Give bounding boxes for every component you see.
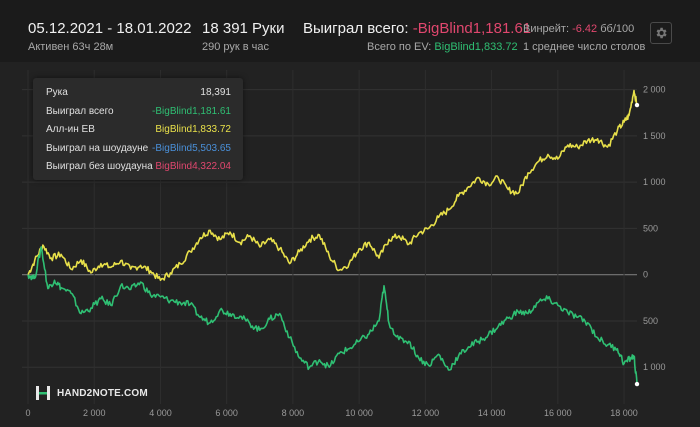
logo: HAND2NOTE.COM bbox=[34, 384, 148, 402]
x-tick-label: 10 000 bbox=[345, 408, 373, 418]
gear-icon bbox=[656, 27, 667, 39]
winrate-block: Винрейт: -6.42 бб/100 1 среднее число ст… bbox=[523, 20, 645, 53]
active-time: Активен 63ч 28м bbox=[28, 41, 114, 53]
series-line bbox=[27, 89, 638, 282]
tooltip-value: -BigBlind1,181.61 bbox=[152, 105, 231, 117]
winrate-value: -6.42 bbox=[572, 23, 598, 35]
x-tick-label: 12 000 bbox=[412, 408, 440, 418]
y-tick-label: 1 000 bbox=[643, 177, 666, 187]
y-tick-label: 2 000 bbox=[643, 85, 666, 95]
hand2note-logo-icon bbox=[36, 386, 50, 400]
winrate-label: Винрейт: bbox=[523, 23, 570, 35]
series-line bbox=[27, 246, 638, 385]
winrate: Винрейт: -6.42 бб/100 bbox=[523, 23, 645, 35]
hands-block: 18 391 Руки 290 рук в час bbox=[202, 20, 285, 53]
y-tick-label: 0 bbox=[643, 270, 648, 280]
chart-tooltip: Рука 18,391 Выиграл всего -BigBlind1,181.61… bbox=[33, 78, 243, 180]
won-block: Выиграл всего: -BigBlind1,181.61 Всего п… bbox=[303, 20, 531, 53]
y-tick-label: 500 bbox=[643, 223, 658, 233]
tooltip-row: Выиграл без шоудауна BigBlind4,322.04 bbox=[46, 161, 231, 175]
hands-count: 18 391 Руки bbox=[202, 20, 285, 37]
tooltip-row: Выиграл всего -BigBlind1,181.61 bbox=[46, 106, 231, 120]
tooltip-row: Рука 18,391 bbox=[46, 87, 231, 101]
y-tick-label: 500 bbox=[643, 316, 658, 326]
x-tick-label: 6 000 bbox=[215, 408, 238, 418]
winrate-unit: бб/100 bbox=[600, 23, 635, 35]
tooltip-label: Выиграл без шоудауна bbox=[46, 161, 153, 172]
date-block: 05.12.2021 - 18.01.2022 Активен 63ч 28м bbox=[28, 20, 191, 53]
x-tick-label: 18 000 bbox=[610, 408, 638, 418]
tooltip-label: Выиграл на шоудауне bbox=[46, 142, 149, 154]
x-tick-label: 8 000 bbox=[282, 408, 305, 418]
header: 05.12.2021 - 18.01.2022 Активен 63ч 28м … bbox=[0, 0, 700, 62]
x-tick-label: 4 000 bbox=[149, 408, 172, 418]
hands-per-hour: 290 рук в час bbox=[202, 41, 270, 53]
date-range: 05.12.2021 - 18.01.2022 bbox=[28, 20, 192, 37]
logo-text: HAND2NOTE.COM bbox=[57, 387, 148, 399]
won-value: -BigBlind1,181.61 bbox=[412, 20, 532, 37]
tooltip-row: Алл-ин ЕВ BigBlind1,833.72 bbox=[46, 124, 231, 138]
tables-count: 1 среднее число столов bbox=[523, 41, 646, 53]
x-tick-label: 0 bbox=[25, 408, 30, 418]
x-tick-label: 14 000 bbox=[478, 408, 506, 418]
y-tick-label: 1 000 bbox=[643, 362, 666, 372]
series-end-point bbox=[634, 381, 640, 387]
x-tick-label: 2 000 bbox=[83, 408, 106, 418]
tooltip-value: BigBlind4,322.04 bbox=[155, 161, 231, 172]
won-total: Выиграл всего: -BigBlind1,181.61 bbox=[303, 20, 531, 37]
ev-total: Всего по EV: BigBlind1,833.72 bbox=[367, 41, 531, 53]
won-label: Выиграл всего: bbox=[303, 20, 409, 37]
y-tick-label: 1 500 bbox=[643, 131, 666, 141]
tooltip-label: Алл-ин ЕВ bbox=[46, 124, 95, 135]
tooltip-value: BigBlind1,833.72 bbox=[155, 124, 231, 135]
tooltip-label: Рука bbox=[46, 87, 68, 98]
tooltip-label: Выиграл всего bbox=[46, 105, 114, 117]
ev-label: Всего по EV: bbox=[367, 41, 432, 53]
series-end-point bbox=[634, 102, 640, 108]
ev-value: BigBlind1,833.72 bbox=[434, 41, 518, 53]
x-tick-label: 16 000 bbox=[544, 408, 572, 418]
tooltip-value: 18,391 bbox=[200, 87, 231, 98]
tooltip-row: Выиграл на шоудауне -BigBlind5,503.65 bbox=[46, 143, 231, 157]
tooltip-value: -BigBlind5,503.65 bbox=[152, 142, 231, 154]
settings-button[interactable] bbox=[650, 22, 672, 44]
